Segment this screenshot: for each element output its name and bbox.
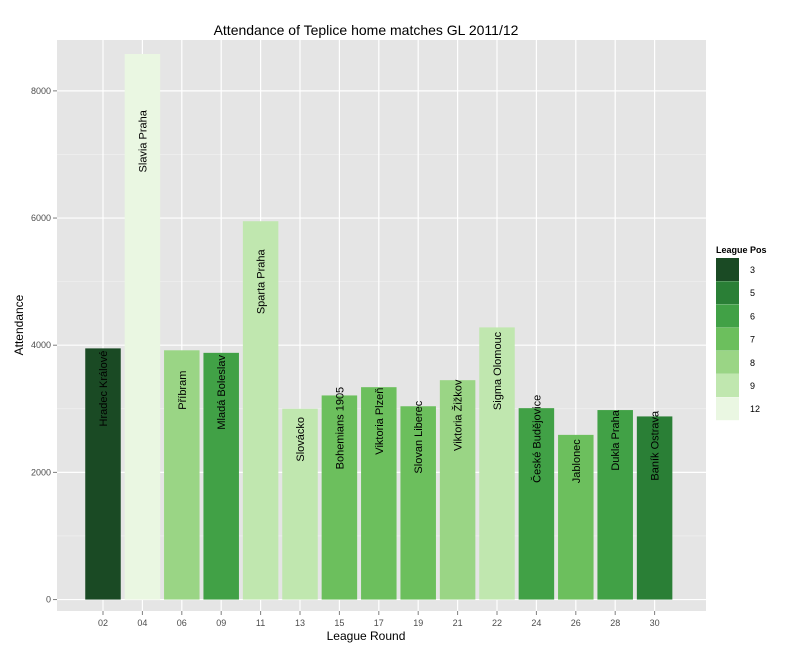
bar	[361, 387, 397, 600]
y-axis-ticks: 0 2000 4000 6000 8000	[31, 86, 57, 605]
bar	[597, 410, 633, 600]
bar	[479, 327, 515, 600]
x-tick-label: 13	[295, 618, 305, 628]
bar-label: Jablonec	[571, 439, 583, 484]
y-tick-label: 4000	[31, 340, 51, 350]
x-tick-label: 26	[571, 618, 581, 628]
x-tick-label: 24	[531, 618, 541, 628]
legend-label: 3	[750, 265, 755, 275]
bar	[518, 408, 555, 600]
bar-label: Slavia Praha	[137, 109, 149, 172]
bar-label: Hradec Králové	[98, 351, 110, 427]
bar	[439, 380, 476, 600]
x-axis-title: League Round	[327, 629, 406, 643]
bar	[203, 352, 239, 600]
legend-swatch	[716, 304, 739, 328]
legend: League Pos 3 5 6 7 8 9 12	[716, 245, 767, 421]
bar-label: Slovácko	[295, 417, 307, 462]
bar	[558, 434, 594, 600]
bar-label: Viktoria Plzeň	[374, 388, 386, 455]
x-axis-ticks: 02 04 06 09 11 13 15 17 19 21 22 24 26 28 30	[98, 611, 660, 628]
y-axis-title: Attendance	[12, 294, 26, 355]
legend-swatch	[716, 350, 739, 374]
legend-label: 7	[750, 335, 755, 345]
x-tick-label: 15	[334, 618, 344, 628]
bar-label: Dukla Praha	[610, 409, 622, 470]
legend-label: 12	[750, 404, 760, 414]
bar	[282, 408, 318, 600]
legend-swatch	[716, 374, 739, 397]
legend-swatch	[716, 327, 739, 351]
x-tick-label: 28	[610, 618, 620, 628]
legend-swatch	[716, 397, 739, 421]
legend-label: 6	[750, 311, 755, 321]
x-tick-label: 02	[98, 618, 108, 628]
x-tick-label: 30	[650, 618, 660, 628]
bar	[636, 416, 673, 600]
bar-label: Příbram	[177, 371, 189, 410]
legend-swatch	[716, 258, 739, 281]
bar-label: České Budějovice	[530, 395, 543, 483]
x-tick-label: 04	[137, 618, 147, 628]
bar	[124, 53, 161, 600]
bar-label: Bohemians 1905	[334, 387, 346, 470]
bar-label: Baník Ostrava	[650, 410, 662, 481]
legend-label: 8	[750, 358, 755, 368]
x-tick-label: 19	[413, 618, 423, 628]
x-tick-label: 21	[453, 618, 463, 628]
legend-label: 5	[750, 288, 755, 298]
bar	[164, 350, 200, 600]
x-tick-label: 22	[492, 618, 502, 628]
x-tick-label: 17	[374, 618, 384, 628]
y-tick-label: 8000	[31, 86, 51, 96]
x-tick-label: 09	[216, 618, 226, 628]
legend-swatch	[716, 281, 739, 305]
chart-title: Attendance of Teplice home matches GL 20…	[214, 22, 519, 38]
y-tick-label: 0	[46, 595, 51, 605]
bar-label: Mladá Boleslav	[216, 355, 228, 430]
x-tick-label: 11	[256, 618, 265, 628]
bar-label: Slovan Liberec	[413, 400, 425, 473]
bars: Hradec Králové Slavia Praha Příbram Mladá B…	[85, 53, 673, 600]
bar-label: Viktoria Žižkov	[452, 379, 465, 451]
bar	[85, 348, 121, 600]
legend-label: 9	[750, 381, 755, 391]
bar	[321, 395, 358, 600]
y-tick-label: 2000	[31, 467, 51, 477]
bar	[400, 406, 436, 600]
y-tick-label: 6000	[31, 213, 51, 223]
x-tick-label: 06	[177, 618, 187, 628]
bar-label: Sigma Olomouc	[492, 331, 504, 410]
legend-title: League Pos	[716, 245, 767, 255]
bar-label: Sparta Praha	[256, 248, 268, 314]
bar	[242, 221, 279, 600]
